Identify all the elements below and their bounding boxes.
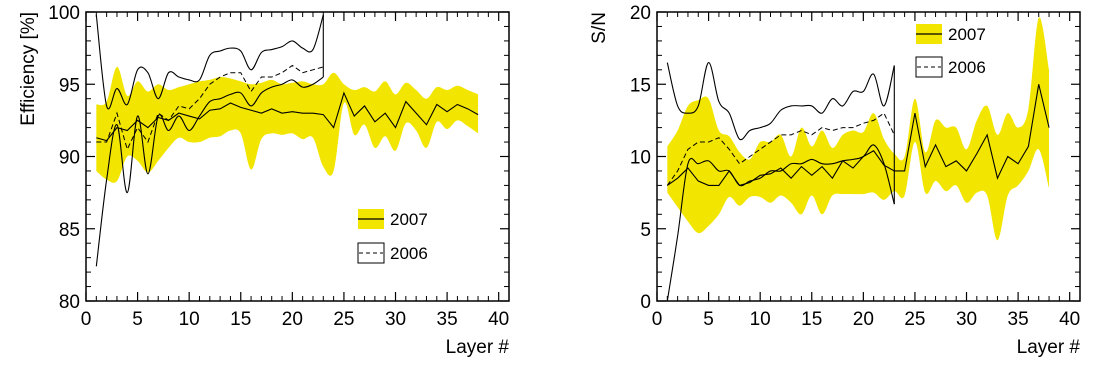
x-tick-label: 35 bbox=[1008, 309, 1029, 330]
y-tick-label: 5 bbox=[640, 220, 651, 241]
y-tick-label: 10 bbox=[630, 148, 651, 169]
series-2006-lower-envelope bbox=[95, 76, 324, 267]
series-2006-line bbox=[666, 112, 895, 186]
x-tick-label: 25 bbox=[333, 309, 354, 330]
x-tick-label: 40 bbox=[1059, 309, 1080, 330]
x-tick-label: 35 bbox=[437, 309, 458, 330]
series-2006-line bbox=[96, 64, 324, 151]
plot-area bbox=[95, 14, 479, 267]
legend-label-2007: 2007 bbox=[948, 25, 986, 44]
series-2007-band bbox=[96, 66, 479, 183]
series-2007-line bbox=[96, 91, 479, 142]
x-tick-label: 5 bbox=[703, 309, 714, 330]
legend: 2007 2006 bbox=[915, 24, 986, 78]
y-tick-label: 85 bbox=[59, 220, 80, 241]
x-tick-label: 30 bbox=[956, 309, 977, 330]
x-tick-label: 15 bbox=[801, 309, 822, 330]
y-tick-label: 20 bbox=[630, 3, 651, 24]
x-tick-label: 20 bbox=[282, 309, 303, 330]
x-axis-label: Layer # bbox=[1017, 337, 1081, 358]
x-tick-label: 20 bbox=[853, 309, 874, 330]
y-tick-label: 80 bbox=[59, 292, 80, 313]
series-2006-upper-envelope bbox=[666, 62, 895, 141]
x-tick-label: 0 bbox=[652, 309, 663, 330]
legend-swatch-2006-envelope bbox=[357, 242, 385, 264]
y-tick-label: 15 bbox=[630, 75, 651, 96]
y-tick-label: 90 bbox=[59, 148, 80, 169]
efficiency-chart: 0 5 10 15 20 25 30 35 40 80 85 90 95 100 Layer # Effici… bbox=[18, 3, 510, 358]
series-2006-upper-envelope bbox=[95, 14, 324, 110]
y-tick-label: 100 bbox=[48, 3, 80, 24]
x-tick-label: 25 bbox=[904, 309, 925, 330]
series-2006-lower-envelope bbox=[666, 144, 895, 301]
y-axis-label: Efficiency [%] bbox=[18, 12, 39, 126]
legend-label-2006: 2006 bbox=[390, 244, 428, 263]
legend: 2007 2006 bbox=[357, 209, 428, 264]
x-tick-label: 0 bbox=[81, 309, 92, 330]
y-axis-label: S/N bbox=[589, 12, 610, 44]
x-tick-label: 30 bbox=[385, 309, 406, 330]
plot-area bbox=[666, 17, 1050, 301]
x-tick-label: 5 bbox=[132, 309, 143, 330]
legend-swatch-2006-envelope bbox=[915, 56, 943, 78]
x-axis-label: Layer # bbox=[446, 337, 510, 358]
series-2007-line bbox=[667, 84, 1050, 187]
x-tick-label: 40 bbox=[488, 309, 509, 330]
legend-label-2006: 2006 bbox=[948, 58, 986, 77]
x-tick-label: 15 bbox=[230, 309, 251, 330]
x-tick-label: 10 bbox=[750, 309, 771, 330]
x-tick-label: 10 bbox=[179, 309, 200, 330]
legend-label-2007: 2007 bbox=[390, 210, 428, 229]
y-tick-label: 95 bbox=[59, 75, 80, 96]
y-tick-label: 0 bbox=[640, 292, 651, 313]
series-2007-band bbox=[667, 17, 1050, 241]
